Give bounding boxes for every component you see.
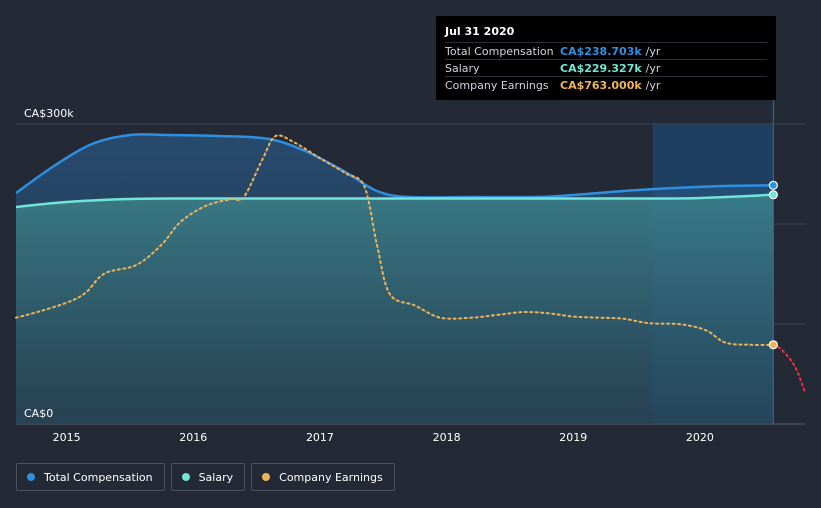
company-earnings-line <box>15 134 775 346</box>
salary-area <box>16 194 774 424</box>
salary-marker[interactable] <box>768 190 778 200</box>
legend: Total Compensation Salary Company Earnin… <box>16 463 395 491</box>
tooltip-value: CA$238.703k <box>560 44 642 58</box>
salary-line <box>15 193 774 209</box>
tooltip-label: Salary <box>445 61 480 75</box>
y-axis-ticks: CA$300k CA$0 <box>24 107 74 420</box>
x-tick-label: 2017 <box>306 431 334 444</box>
tooltip-row-salary: Salary CA$229.327k /yr <box>445 59 767 76</box>
tooltip-label: Company Earnings <box>445 78 549 92</box>
x-tick-label: 2015 <box>53 431 81 444</box>
company-earnings-latest-line <box>772 343 806 394</box>
company-earnings-marker[interactable] <box>768 340 778 350</box>
tooltip-date: Jul 31 2020 <box>445 25 515 38</box>
x-tick-label: 2016 <box>179 431 207 444</box>
tooltip: Jul 31 2020 Total Compensation CA$238.70… <box>436 16 776 100</box>
y-tick-label: CA$300k <box>24 107 74 120</box>
x-axis-ticks: 2015 2016 2017 2018 2019 2020 <box>53 431 714 444</box>
tooltip-value: CA$763.000k <box>560 78 642 92</box>
x-tick-label: 2019 <box>559 431 587 444</box>
legend-item-company-earnings[interactable]: Company Earnings <box>251 463 395 491</box>
tooltip-value: CA$229.327k <box>560 61 642 75</box>
legend-item-total-compensation[interactable]: Total Compensation <box>16 463 165 491</box>
x-tick-label: 2020 <box>686 431 714 444</box>
tooltip-row-company-earnings: Company Earnings CA$763.000k /yr <box>445 76 767 93</box>
tooltip-row-total-compensation: Total Compensation CA$238.703k /yr <box>445 42 767 59</box>
legend-label: Salary <box>198 470 234 484</box>
total-compensation-marker[interactable] <box>768 180 778 190</box>
legend-label: Company Earnings <box>279 470 383 484</box>
legend-dot-icon <box>262 473 271 481</box>
legend-item-salary[interactable]: Salary <box>170 463 246 491</box>
legend-dot-icon <box>27 473 35 481</box>
tooltip-unit: /yr <box>645 44 661 58</box>
tooltip-unit: /yr <box>645 61 661 75</box>
x-tick-label: 2018 <box>433 431 461 444</box>
tooltip-label: Total Compensation <box>445 44 554 58</box>
tooltip-unit: /yr <box>645 78 661 92</box>
legend-label: Total Compensation <box>44 470 153 484</box>
y-tick-label: CA$0 <box>24 407 53 420</box>
legend-dot-icon <box>181 473 190 481</box>
